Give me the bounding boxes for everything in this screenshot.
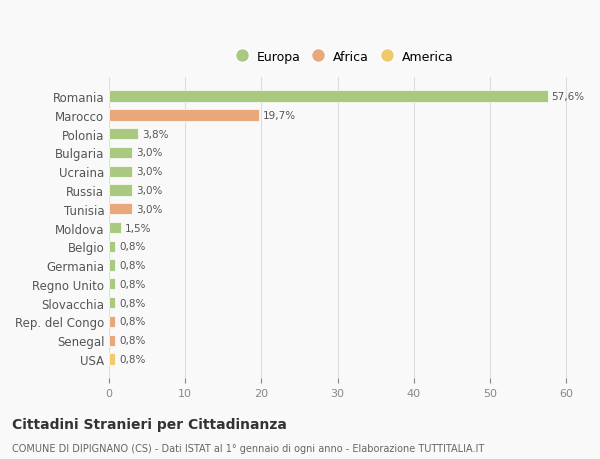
Text: 0,8%: 0,8%	[119, 261, 145, 270]
Legend: Europa, Africa, America: Europa, Africa, America	[230, 45, 460, 70]
Text: 3,0%: 3,0%	[136, 204, 162, 214]
Text: 0,8%: 0,8%	[119, 298, 145, 308]
Text: 0,8%: 0,8%	[119, 279, 145, 289]
Text: 3,8%: 3,8%	[142, 129, 169, 140]
Bar	[109, 279, 115, 290]
Text: 0,8%: 0,8%	[119, 354, 145, 364]
Bar	[109, 335, 115, 346]
Bar	[109, 185, 132, 196]
Bar	[109, 204, 132, 215]
Bar	[109, 241, 115, 252]
Bar	[109, 91, 548, 102]
Text: 0,8%: 0,8%	[119, 242, 145, 252]
Text: 3,0%: 3,0%	[136, 148, 162, 158]
Text: 3,0%: 3,0%	[136, 185, 162, 196]
Bar	[109, 110, 259, 121]
Text: 0,8%: 0,8%	[119, 317, 145, 327]
Bar	[109, 316, 115, 327]
Text: 57,6%: 57,6%	[551, 92, 584, 102]
Text: 1,5%: 1,5%	[124, 223, 151, 233]
Bar	[109, 166, 132, 178]
Text: Cittadini Stranieri per Cittadinanza: Cittadini Stranieri per Cittadinanza	[12, 417, 287, 431]
Bar	[109, 260, 115, 271]
Text: 3,0%: 3,0%	[136, 167, 162, 177]
Bar	[109, 353, 115, 365]
Text: COMUNE DI DIPIGNANO (CS) - Dati ISTAT al 1° gennaio di ogni anno - Elaborazione : COMUNE DI DIPIGNANO (CS) - Dati ISTAT al…	[12, 443, 484, 453]
Bar	[109, 129, 138, 140]
Text: 19,7%: 19,7%	[263, 111, 296, 121]
Bar	[109, 297, 115, 308]
Bar	[109, 223, 121, 234]
Text: 0,8%: 0,8%	[119, 336, 145, 346]
Bar	[109, 147, 132, 159]
